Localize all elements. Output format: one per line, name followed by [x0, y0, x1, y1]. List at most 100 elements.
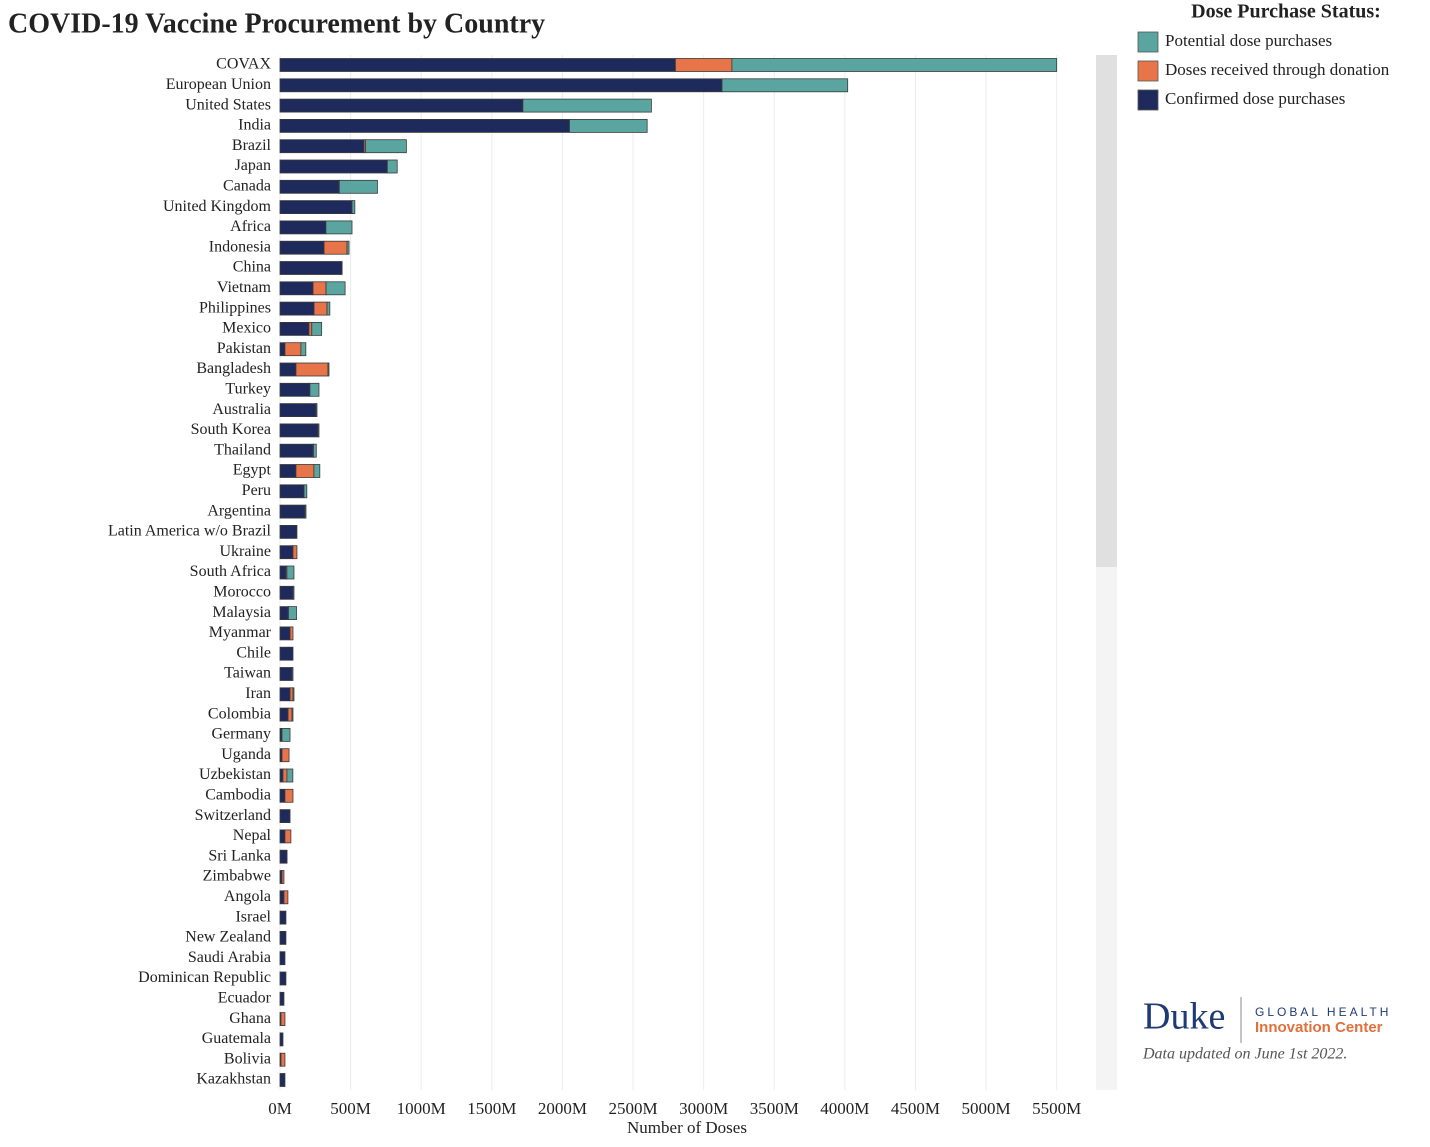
y-tick-label: Uzbekistan [199, 766, 271, 783]
bar-segment [279, 200, 353, 215]
bar-segment [281, 870, 285, 884]
scroll-thumb[interactable] [1096, 55, 1117, 567]
bar-segment [569, 119, 648, 133]
x-tick-label: 5000M [962, 1099, 1011, 1118]
bar-segment [325, 220, 353, 235]
y-tick-label: Canada [223, 177, 271, 194]
bar-segment [346, 240, 350, 255]
y-tick-label: South Africa [190, 563, 271, 580]
bar-segment [675, 58, 733, 72]
y-tick-label: Ukraine [219, 543, 271, 560]
logo-line1: GLOBAL HEALTH [1255, 1005, 1391, 1019]
y-tick-label: United States [185, 96, 271, 113]
bar-segment [731, 58, 1058, 72]
bar-segment [304, 504, 307, 519]
bar-segment [279, 707, 289, 722]
bar-segment [327, 362, 330, 377]
x-tick-label: 500M [330, 1099, 371, 1118]
bar-segment [279, 464, 297, 478]
bar-segment [303, 484, 308, 499]
logo-name: Duke [1143, 996, 1225, 1038]
update-note: Data updated on June 1st 2022. [1142, 1046, 1347, 1063]
bar-segment [313, 301, 328, 316]
y-tick-label: United Kingdom [163, 198, 272, 215]
bar-segment [317, 423, 320, 438]
y-tick-label: Cambodia [205, 786, 271, 803]
bar-segment [325, 281, 346, 296]
bar-segment [279, 606, 289, 620]
bar-segment [279, 321, 310, 336]
bar-segment [279, 910, 287, 925]
bar-segment [351, 200, 356, 215]
bar-segment [338, 179, 378, 194]
bar-segment [279, 991, 285, 1006]
y-tick-label: COVAX [216, 56, 271, 73]
bar-segment [313, 464, 321, 478]
bar-segment [287, 707, 293, 722]
y-tick-label: Australia [212, 401, 271, 418]
y-tick-label: Myanmar [209, 624, 272, 641]
bar-segment [311, 321, 323, 336]
bar-segment [279, 240, 325, 255]
bar-segment [279, 362, 297, 377]
y-tick-label: Israel [235, 908, 271, 925]
bar-segment [279, 565, 287, 580]
y-tick-label: Colombia [208, 705, 271, 722]
y-tick-label: European Union [166, 76, 271, 93]
bar-segment [284, 788, 294, 803]
y-tick-label: Bolivia [224, 1050, 271, 1067]
y-tick-label: Brazil [232, 137, 272, 154]
legend-label: Doses received through donation [1165, 60, 1390, 79]
y-tick-label: Africa [230, 218, 271, 235]
bar-segment [281, 728, 291, 742]
bar-segment [279, 281, 314, 296]
bar-segment [284, 829, 292, 844]
legend-swatch [1137, 89, 1159, 111]
x-tick-label: 1000M [397, 1099, 446, 1118]
y-tick-label: Morocco [213, 583, 271, 600]
y-tick-label: Turkey [225, 380, 271, 397]
bar-segment [279, 484, 305, 499]
logo-line2: Innovation Center [1255, 1019, 1383, 1036]
y-tick-label: New Zealand [185, 929, 271, 946]
y-tick-label: Indonesia [209, 238, 271, 255]
bar-segment [279, 931, 287, 945]
bar-segment [279, 971, 287, 986]
y-tick-label: Dominican Republic [138, 969, 271, 986]
bar-segment [279, 139, 365, 154]
bar-segment [289, 626, 294, 641]
bar-segment [279, 443, 314, 458]
bar-segment [288, 606, 297, 620]
x-tick-label: 2000M [538, 1099, 587, 1118]
bar-segment [283, 890, 289, 905]
bar-segment [295, 464, 315, 478]
bar-segment [279, 585, 294, 600]
bar-segment [386, 159, 398, 174]
y-tick-label: Sri Lanka [208, 847, 271, 864]
y-tick-label: Saudi Arabia [188, 949, 271, 966]
bar-segment [312, 281, 327, 296]
bar-segment [286, 768, 294, 783]
bar-segment [279, 890, 285, 905]
bar-segment [289, 687, 294, 702]
bar-segment [308, 321, 313, 336]
legend-title: Dose Purchase Status: [1191, 1, 1381, 23]
bar-segment [284, 342, 302, 357]
bar-segment [279, 403, 317, 418]
y-tick-label: Thailand [214, 441, 271, 458]
y-tick-label: Argentina [207, 502, 271, 519]
bar-segment [279, 667, 293, 681]
y-tick-label: Vietnam [217, 279, 272, 296]
y-tick-label: Iran [245, 685, 271, 702]
bar-segment [365, 139, 407, 154]
bar-segment [279, 301, 315, 316]
y-tick-label: Bangladesh [196, 360, 271, 377]
y-tick-label: Taiwan [224, 665, 271, 682]
bar-segment [522, 98, 652, 113]
y-tick-label: Angola [224, 888, 271, 905]
bar-segment [279, 525, 298, 539]
bar-segment [279, 1032, 284, 1047]
bar-segment [279, 687, 291, 702]
x-tick-label: 1500M [467, 1099, 516, 1118]
